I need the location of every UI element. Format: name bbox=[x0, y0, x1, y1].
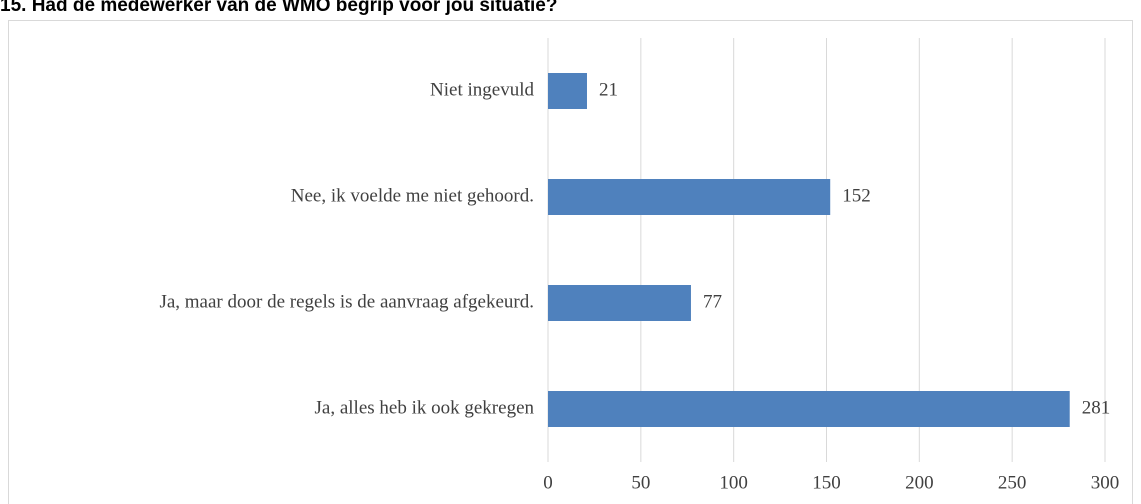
y-tick-label: Nee, ik voelde me niet gehoord. bbox=[291, 185, 534, 206]
bar bbox=[548, 179, 831, 215]
bar bbox=[548, 73, 587, 109]
x-tick-label: 0 bbox=[543, 472, 553, 493]
y-tick-label: Niet ingevuld bbox=[430, 79, 534, 100]
data-label: 281 bbox=[1082, 397, 1111, 418]
data-label: 152 bbox=[842, 185, 871, 206]
bar bbox=[548, 285, 691, 321]
x-tick-label: 300 bbox=[1091, 472, 1120, 493]
chart-title: 15. Had de medewerker van de WMO begrip … bbox=[0, 0, 557, 16]
y-tick-label: Ja, alles heb ik ook gekregen bbox=[315, 397, 535, 418]
x-tick-label: 50 bbox=[631, 472, 650, 493]
y-tick-label: Ja, maar door de regels is de aanvraag a… bbox=[159, 291, 534, 312]
x-tick-label: 200 bbox=[905, 472, 934, 493]
x-tick-label: 100 bbox=[719, 472, 748, 493]
bar bbox=[548, 391, 1070, 427]
data-label: 77 bbox=[703, 291, 722, 312]
data-label: 21 bbox=[599, 79, 618, 100]
x-tick-label: 150 bbox=[812, 472, 841, 493]
x-tick-label: 250 bbox=[998, 472, 1027, 493]
